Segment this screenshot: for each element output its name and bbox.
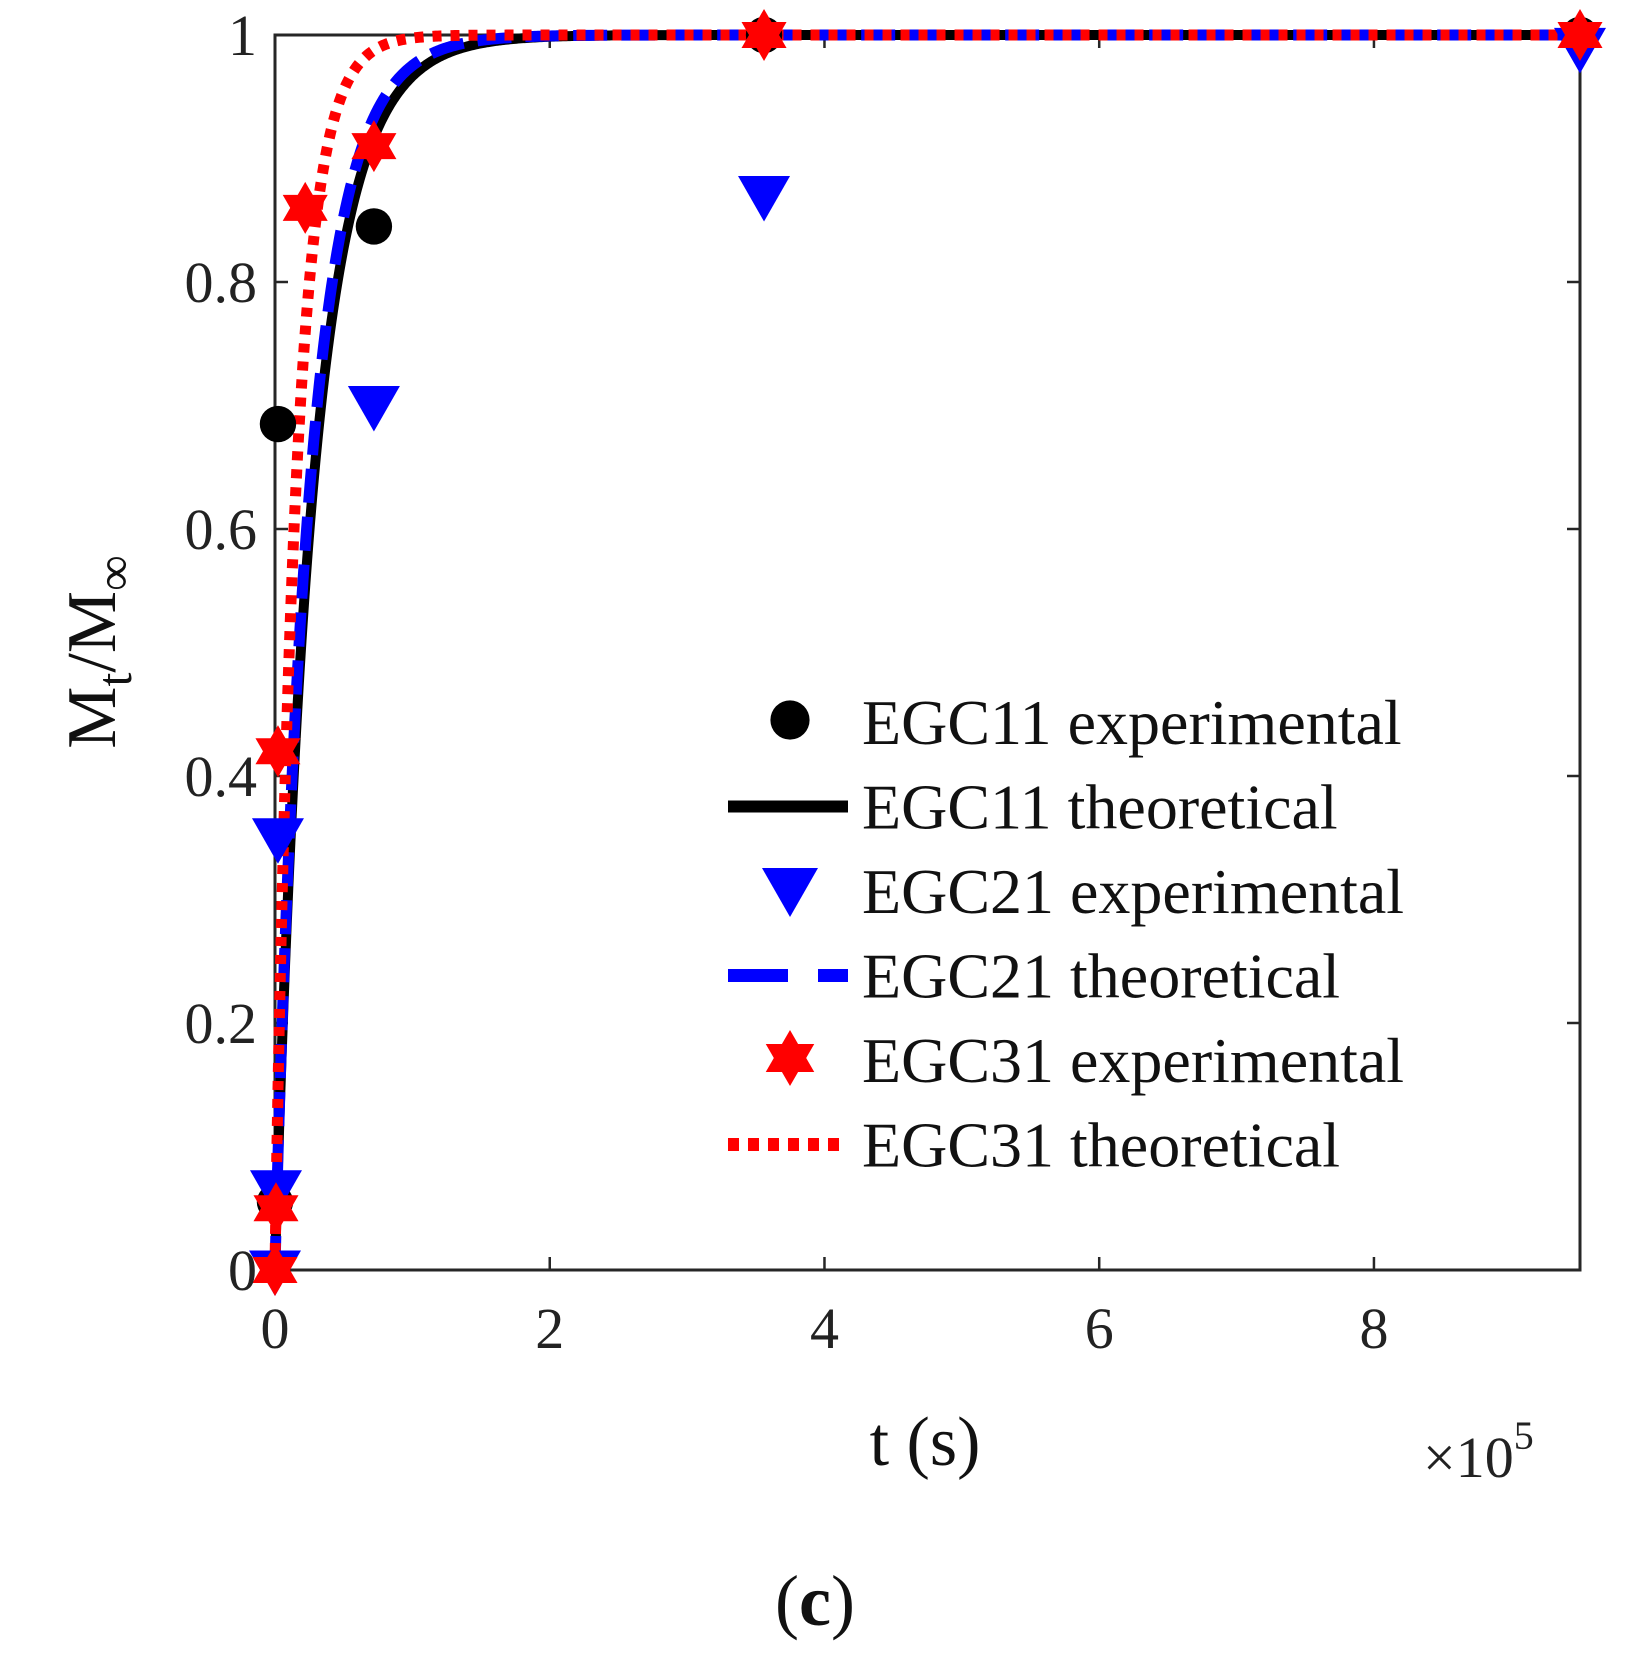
legend-label: EGC31 experimental bbox=[862, 1025, 1404, 1096]
x-axis-title: t (s) bbox=[870, 1404, 981, 1481]
legend-item: EGC21 theoretical bbox=[728, 941, 1340, 1012]
data-point-egc21-experimental bbox=[347, 386, 400, 432]
x-multiplier: ×105 bbox=[1423, 1413, 1534, 1490]
legend-label: EGC11 experimental bbox=[862, 687, 1402, 758]
x-multiplier-base: ×10 bbox=[1423, 1425, 1514, 1490]
legend-label: EGC21 experimental bbox=[862, 856, 1404, 927]
y-title-sub-inf: ∞ bbox=[86, 555, 142, 591]
x-tick-label: 6 bbox=[1085, 1296, 1114, 1361]
legend-swatch-marker bbox=[765, 1030, 815, 1086]
data-point-egc11-experimental bbox=[259, 405, 297, 443]
x-multiplier-exponent: 5 bbox=[1514, 1413, 1534, 1458]
y-axis-title: Mt/M∞ bbox=[54, 555, 142, 749]
y-tick-label: 0.6 bbox=[185, 497, 258, 562]
series-lines bbox=[269, 29, 1580, 1271]
y-tick-label: 1 bbox=[228, 3, 257, 68]
legend-swatch-marker bbox=[770, 700, 810, 740]
legend-item: EGC31 experimental bbox=[765, 1025, 1404, 1096]
y-title-main: M bbox=[54, 687, 131, 749]
legend-item: EGC11 experimental bbox=[770, 687, 1402, 758]
data-point-egc21-experimental bbox=[738, 176, 791, 222]
y-title-slash: /M bbox=[54, 591, 131, 673]
x-tick-label: 2 bbox=[535, 1296, 564, 1361]
caption-open: ( bbox=[775, 1561, 799, 1641]
series-line-egc31-theoretical bbox=[269, 29, 1580, 1270]
data-point-egc31-experimental bbox=[351, 120, 397, 173]
data-point-egc31-experimental bbox=[282, 181, 328, 234]
data-point-egc31-experimental bbox=[255, 725, 301, 778]
y-title-sub-t: t bbox=[86, 673, 142, 687]
series-markers bbox=[249, 9, 1606, 1296]
y-tick-label: 0.8 bbox=[185, 250, 258, 315]
legend-label: EGC21 theoretical bbox=[862, 941, 1340, 1012]
legend-item: EGC11 theoretical bbox=[728, 772, 1338, 843]
y-tick-labels: 0 0.2 0.4 0.6 0.8 1 bbox=[185, 3, 258, 1303]
legend-item: EGC31 theoretical bbox=[728, 1110, 1340, 1181]
legend-swatch-marker bbox=[762, 868, 818, 917]
axes-box bbox=[273, 33, 1582, 1272]
plot-area bbox=[249, 9, 1606, 1296]
data-point-egc31-experimental bbox=[741, 9, 787, 61]
data-point-egc31-experimental bbox=[1557, 9, 1603, 61]
x-tick-label: 4 bbox=[810, 1296, 839, 1361]
legend-item: EGC21 experimental bbox=[762, 856, 1404, 927]
legend-label: EGC31 theoretical bbox=[862, 1110, 1340, 1181]
data-point-egc11-experimental bbox=[355, 208, 393, 245]
y-tick-label: 0.2 bbox=[185, 991, 258, 1056]
data-point-egc21-experimental bbox=[251, 818, 304, 864]
x-tick-label: 0 bbox=[261, 1296, 290, 1361]
data-point-egc31-experimental bbox=[253, 1182, 299, 1235]
x-tick-labels: 0 2 4 6 8 bbox=[261, 1296, 1389, 1361]
legend-label: EGC11 theoretical bbox=[862, 772, 1338, 843]
legend: EGC11 experimental EGC11 theoretical EGC21… bbox=[728, 687, 1404, 1181]
x-tick-label: 8 bbox=[1359, 1296, 1388, 1361]
y-tick-label: 0.4 bbox=[185, 744, 258, 809]
figure-caption: (c) bbox=[775, 1561, 855, 1641]
data-point-egc31-experimental bbox=[252, 1244, 298, 1296]
caption-close: ) bbox=[831, 1561, 855, 1641]
y-tick-label: 0 bbox=[228, 1238, 257, 1303]
caption-letter: c bbox=[799, 1561, 831, 1641]
